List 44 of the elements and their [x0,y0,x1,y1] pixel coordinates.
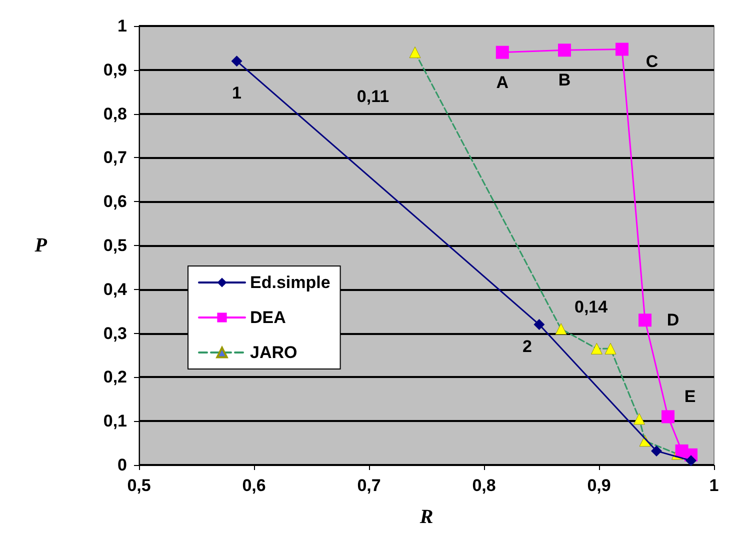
point [604,342,616,354]
y-tick-label: 0,9 [103,60,127,80]
point [590,342,602,354]
annotation: E [684,387,696,406]
annotation: B [558,70,571,90]
point [662,410,674,424]
point [638,314,652,327]
annotation: A [496,72,509,92]
annotation: D [666,310,680,330]
point [534,319,545,330]
point [634,413,645,425]
annotation: 2 [522,337,532,356]
y-tick-label: 0,7 [103,148,127,168]
y-tick-label: 0,4 [103,280,128,299]
x-axis-title: R [418,506,434,528]
y-tick-label: 0,6 [103,192,127,212]
legend-label: JARO [250,343,298,362]
y-tick-label: 0,8 [103,104,127,124]
legend-label: Ed.simple [250,273,330,292]
legend-label: DEA [250,308,286,327]
annotation: 0,14 [574,297,608,316]
point [616,42,628,56]
x-tick-label: 0,7 [357,476,381,495]
point [651,445,662,456]
y-tick-label: 0,1 [103,412,127,431]
x-tick-label: 0,8 [472,476,496,495]
point [409,46,421,58]
point [686,455,696,466]
point [496,46,509,59]
point [231,56,242,67]
x-tick-label: 0,9 [587,476,611,495]
y-tick-label: 0,2 [103,368,127,387]
point [558,44,571,57]
y-tick-label: 1 [118,16,127,36]
point [555,323,567,335]
y-tick-label: 0,3 [103,324,127,343]
y-tick-label: 0,5 [103,236,127,255]
y-tick-label: 0 [118,456,127,474]
x-tick-label: 0,6 [242,476,266,495]
annotation: C [646,52,658,71]
x-tick-label: 1 [709,476,719,495]
y-axis-title: P [34,234,48,256]
annotation: 0,11 [356,86,390,106]
annotation: 1 [232,84,242,103]
